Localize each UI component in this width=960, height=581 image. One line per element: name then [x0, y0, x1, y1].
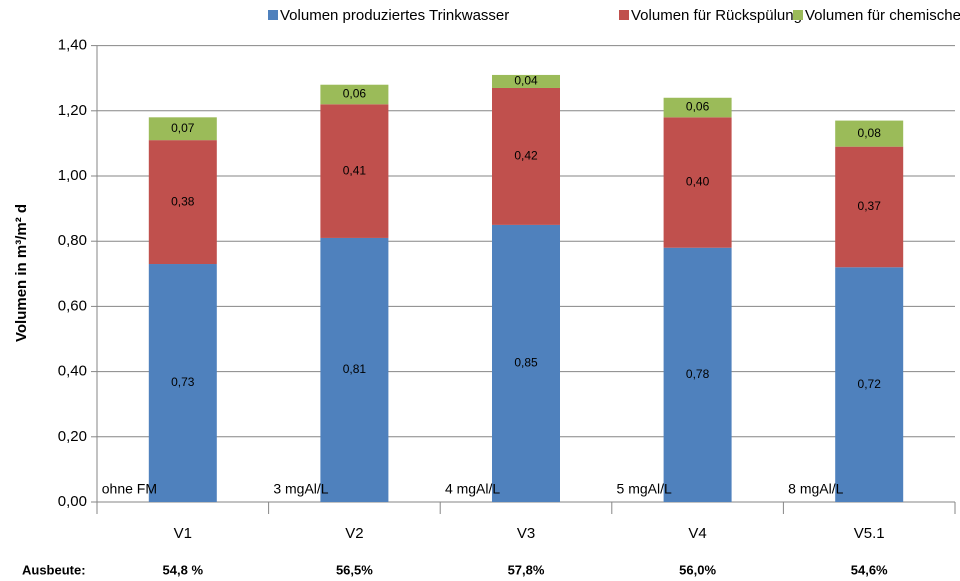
bar-segment	[663, 247, 732, 502]
legend-swatch	[793, 10, 803, 20]
bar-segment	[663, 117, 732, 248]
legend-label: Volumen produziertes Trinkwasser	[280, 7, 509, 24]
value-label: 0,40	[686, 175, 710, 189]
yield-value: 57,8%	[508, 562, 545, 577]
yield-value: 56,0%	[679, 562, 716, 577]
x-tick-label: V5.1	[854, 525, 885, 542]
value-label: 0,42	[514, 149, 538, 163]
bar-note: ohne FM	[102, 481, 157, 497]
value-label: 0,72	[858, 377, 882, 391]
bar-note: 4 mgAl/L	[445, 481, 500, 497]
legend-swatch	[268, 10, 278, 20]
bar-segment	[835, 146, 904, 268]
value-label: 0,81	[343, 362, 367, 376]
x-tick-label: V3	[517, 525, 535, 542]
value-label: 0,38	[171, 194, 195, 208]
value-label: 0,06	[343, 87, 367, 101]
value-label: 0,85	[514, 356, 538, 370]
y-tick-label: 0,00	[58, 493, 87, 510]
value-label: 0,06	[686, 100, 710, 114]
y-tick-label: 1,20	[58, 102, 87, 119]
x-tick-label: V4	[688, 525, 706, 542]
value-label: 0,37	[858, 199, 882, 213]
yield-value: 54,6%	[851, 562, 888, 577]
y-tick-label: 1,40	[58, 37, 87, 54]
y-tick-label: 0,60	[58, 297, 87, 314]
legend-label: Volumen für Rückspülung	[631, 7, 802, 24]
bar-note: 3 mgAl/L	[273, 481, 328, 497]
x-tick-label: V2	[345, 525, 363, 542]
yield-label: Ausbeute:	[22, 562, 86, 577]
legend-label: Volumen für chemische Reinigung	[805, 7, 960, 24]
bar-segment	[492, 87, 560, 225]
yield-value: 56,5%	[336, 562, 373, 577]
bar-segment	[492, 74, 560, 88]
value-label: 0,04	[514, 74, 538, 88]
y-tick-label: 0,20	[58, 428, 87, 445]
y-tick-label: 1,00	[58, 167, 87, 184]
bar-segment	[148, 264, 217, 502]
value-label: 0,41	[343, 163, 367, 177]
bar-segment	[320, 84, 389, 105]
bar-segment	[320, 237, 389, 502]
bar-segment	[148, 140, 217, 265]
bar-segment	[663, 97, 732, 118]
legend-swatch	[619, 10, 629, 20]
y-axis-label: Volumen in m³/m² d	[13, 204, 30, 342]
value-label: 0,78	[686, 367, 710, 381]
y-tick-label: 0,40	[58, 363, 87, 380]
bar-note: 8 mgAl/L	[788, 481, 843, 497]
bar-segment	[492, 224, 560, 502]
bar-segment	[835, 267, 904, 502]
bar-note: 5 mgAl/L	[617, 481, 672, 497]
value-label: 0,73	[171, 375, 195, 389]
bar-segment	[148, 117, 217, 141]
value-label: 0,08	[858, 126, 882, 140]
value-label: 0,07	[171, 121, 195, 135]
x-tick-label: V1	[174, 525, 192, 542]
bar-segment	[835, 120, 904, 147]
yield-value: 54,8 %	[163, 562, 204, 577]
y-tick-label: 0,80	[58, 232, 87, 249]
bar-segment	[320, 104, 389, 238]
